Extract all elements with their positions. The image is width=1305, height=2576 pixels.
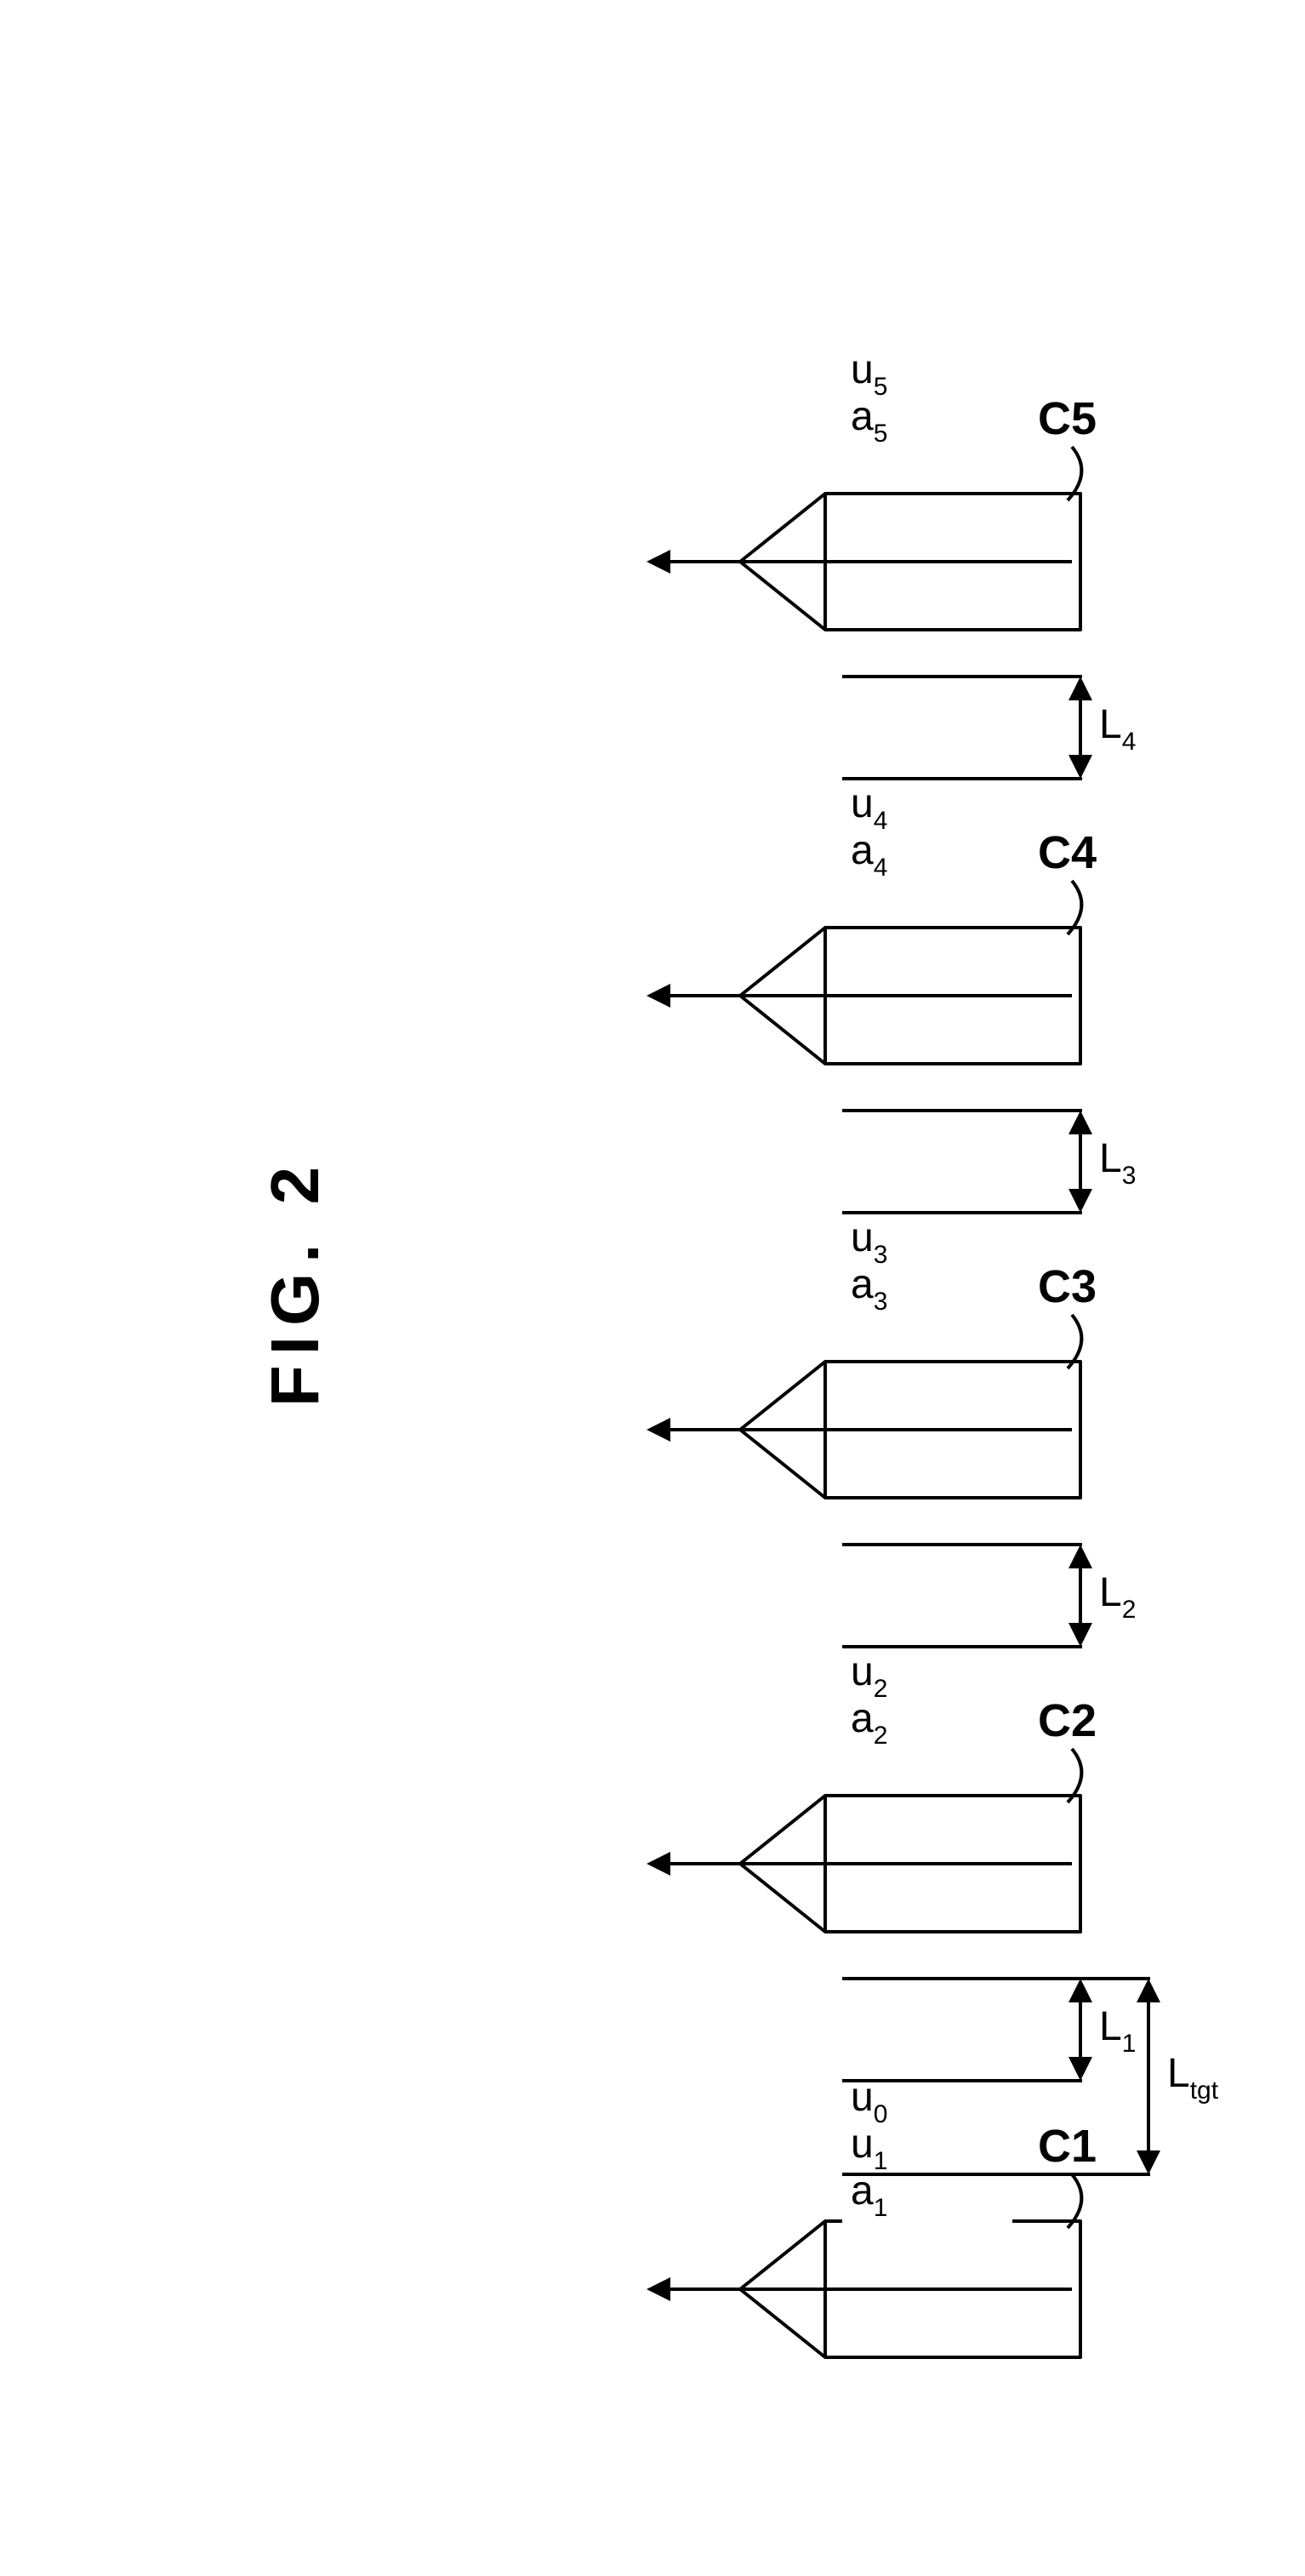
car-label-C4: C4 (1038, 827, 1097, 878)
car-label-C5: C5 (1038, 393, 1097, 444)
dim-label-L4: L4 (1099, 702, 1136, 756)
figure-title: FIG. 2 (256, 1157, 334, 1407)
car-label-C1: C1 (1038, 2121, 1097, 2172)
dim-label-L2: L2 (1099, 1570, 1136, 1624)
car-following-diagram: C1u0u1a1C2u2a2C3u3a3C4u4a4C5u5a5u0u1a1u2… (476, 102, 1242, 2489)
car-label-C3: C3 (1038, 1261, 1097, 1312)
dim-label-L1: L1 (1099, 2004, 1136, 2058)
dim-label-L3: L3 (1099, 1136, 1136, 1190)
diagram-svg: C1u0u1a1C2u2a2C3u3a3C4u4a4C5u5a5u0u1a1u2… (476, 102, 1242, 2485)
dim-label-Ltgt: Ltgt (1167, 2051, 1219, 2105)
car-label-C2: C2 (1038, 1695, 1097, 1746)
figure-title-text: FIG. 2 (257, 1157, 333, 1407)
